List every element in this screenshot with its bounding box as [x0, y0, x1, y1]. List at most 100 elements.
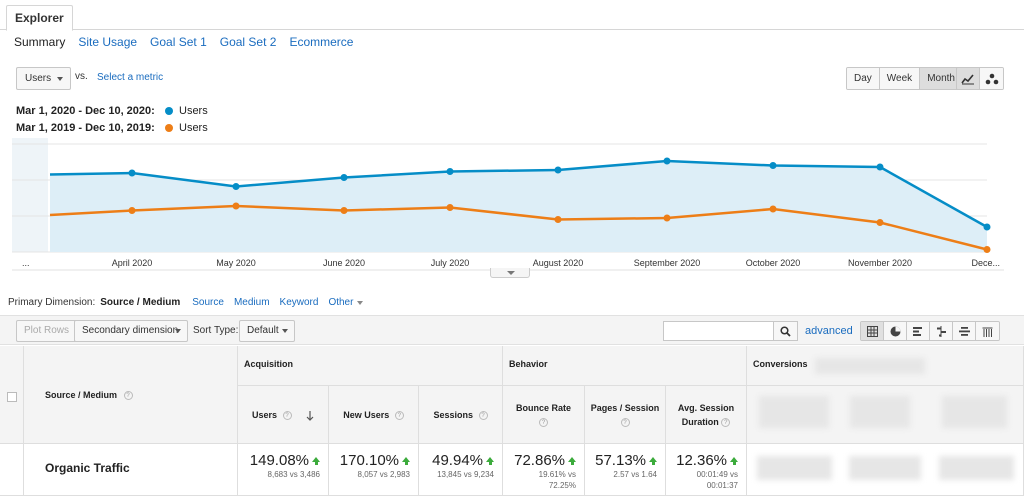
line-chart-icon: [961, 73, 974, 84]
col-pages-session-header[interactable]: Pages / Session ?: [585, 386, 666, 444]
row-label-cell: Organic Traffic: [24, 444, 238, 496]
col-users-label: Users: [251, 410, 277, 420]
subtab-ecommerce[interactable]: Ecommerce: [289, 35, 354, 49]
col-new-users-header[interactable]: New Users ?: [329, 386, 419, 444]
data-point[interactable]: [769, 205, 777, 213]
acquisition-group-label: Acquisition: [244, 359, 293, 369]
col-bounce-rate-header[interactable]: Bounce Rate ?: [503, 386, 585, 444]
dimension-header-label[interactable]: Source / Medium: [45, 390, 118, 400]
legend-series-name: Users: [179, 105, 208, 117]
view-performance-button[interactable]: [907, 322, 930, 340]
data-point[interactable]: [769, 162, 777, 169]
data-point[interactable]: [876, 219, 884, 226]
dimension-source-medium[interactable]: Source / Medium: [100, 297, 181, 308]
help-icon[interactable]: ?: [394, 411, 404, 421]
subtab-goal-set-1[interactable]: Goal Set 1: [150, 35, 207, 49]
data-point[interactable]: [983, 223, 991, 231]
advanced-filter-link[interactable]: advanced: [805, 325, 853, 337]
plot-rows-button[interactable]: Plot Rows: [16, 320, 78, 342]
chevron-down-icon: [282, 329, 288, 333]
users-line-chart[interactable]: ... April 2020 May 2020 June 2020 July 2020 A…: [0, 138, 1024, 278]
view-term-cloud-button[interactable]: [953, 322, 976, 340]
sort-type-dropdown[interactable]: Default: [239, 320, 295, 342]
data-point[interactable]: [446, 204, 454, 211]
col-users-header[interactable]: Users ?: [238, 386, 329, 444]
metric-dropdown[interactable]: Users: [16, 67, 71, 90]
new-users-compare: 8,057 vs 2,983: [357, 470, 410, 479]
table-toolbar: Plot Rows Secondary dimension Sort Type:…: [0, 315, 1024, 345]
data-point[interactable]: [554, 216, 562, 223]
blurred-column-header: [942, 396, 1007, 428]
pie-icon: [890, 326, 900, 336]
data-point[interactable]: [340, 174, 348, 181]
legend-series-name: Users: [179, 122, 208, 134]
data-point[interactable]: [554, 166, 562, 174]
data-point[interactable]: [446, 168, 454, 175]
tab-explorer[interactable]: Explorer: [6, 5, 73, 31]
blurred-value: [939, 456, 1014, 480]
data-point[interactable]: [128, 169, 136, 177]
sort-type-label: Sort Type:: [193, 325, 239, 336]
dimension-source[interactable]: Source: [192, 297, 224, 308]
view-data-button[interactable]: [861, 322, 884, 340]
bounce-rate-change: 72.86%: [514, 452, 565, 469]
explorer-table: Source / Medium ? Acquisition Behavior C…: [0, 346, 1024, 503]
data-point[interactable]: [340, 207, 348, 214]
legend-current: Mar 1, 2020 - Dec 10, 2020: Users: [16, 105, 208, 117]
search-button[interactable]: [774, 321, 798, 341]
data-point[interactable]: [663, 157, 671, 165]
help-icon[interactable]: ?: [539, 418, 548, 428]
help-icon[interactable]: ?: [123, 391, 133, 401]
line-chart-button[interactable]: [957, 68, 980, 89]
col-avg-session-header[interactable]: Avg. Session Duration ?: [666, 386, 747, 444]
dimension-medium[interactable]: Medium: [233, 297, 270, 308]
col-pages-session-label: Pages / Session: [590, 403, 660, 413]
view-comparison-button[interactable]: [930, 322, 953, 340]
sessions-change: 49.94%: [432, 452, 483, 469]
help-icon[interactable]: ?: [282, 411, 292, 421]
chart-type-group: [956, 67, 1004, 90]
up-arrow-icon: [730, 457, 738, 465]
select-metric-link[interactable]: Select a metric: [97, 72, 164, 83]
subtab-goal-set-2[interactable]: Goal Set 2: [219, 35, 277, 49]
x-tick-label: ...: [22, 258, 30, 268]
dimension-other-label: Other: [328, 297, 354, 308]
dimension-other-dropdown[interactable]: Other: [328, 297, 364, 308]
table-view-group: [860, 321, 1000, 341]
data-point[interactable]: [876, 163, 884, 171]
bubble-chart-icon: [985, 73, 998, 84]
pages-session-compare: 2.57 vs 1.64: [613, 470, 657, 479]
collapse-chart-toggle[interactable]: [490, 268, 530, 278]
subtab-summary[interactable]: Summary: [14, 35, 66, 49]
data-point[interactable]: [983, 246, 991, 253]
select-all-checkbox[interactable]: [7, 392, 17, 402]
legend-previous: Mar 1, 2019 - Dec 10, 2019: Users: [16, 122, 208, 134]
data-point[interactable]: [128, 207, 136, 214]
secondary-dimension-dropdown[interactable]: Secondary dimension: [74, 320, 188, 342]
help-icon[interactable]: ?: [620, 418, 630, 428]
blurred-value: [849, 456, 921, 480]
x-tick-label: June 2020: [323, 258, 365, 268]
blurred-y-axis: [12, 138, 48, 252]
data-point[interactable]: [232, 202, 240, 210]
sort-descending-icon[interactable]: [306, 410, 314, 421]
month-button[interactable]: Month: [920, 68, 962, 89]
data-point[interactable]: [663, 214, 671, 222]
motion-chart-button[interactable]: [980, 68, 1003, 89]
view-pivot-button[interactable]: [976, 322, 999, 340]
data-point[interactable]: [232, 183, 240, 190]
col-sessions-header[interactable]: Sessions ?: [419, 386, 503, 444]
x-tick-label: May 2020: [216, 258, 256, 268]
help-icon[interactable]: ?: [721, 418, 731, 428]
table-search-input[interactable]: [663, 321, 774, 341]
term-cloud-icon: [958, 326, 970, 336]
day-button[interactable]: Day: [847, 68, 880, 89]
dimension-keyword[interactable]: Keyword: [279, 297, 319, 308]
help-icon[interactable]: ?: [478, 411, 488, 421]
blurred-value: [757, 456, 832, 480]
x-tick-label: September 2020: [634, 258, 701, 268]
subtab-site-usage[interactable]: Site Usage: [78, 35, 138, 49]
week-button[interactable]: Week: [879, 68, 921, 89]
series-area-fill: [50, 161, 987, 252]
view-pie-button[interactable]: [884, 322, 907, 340]
